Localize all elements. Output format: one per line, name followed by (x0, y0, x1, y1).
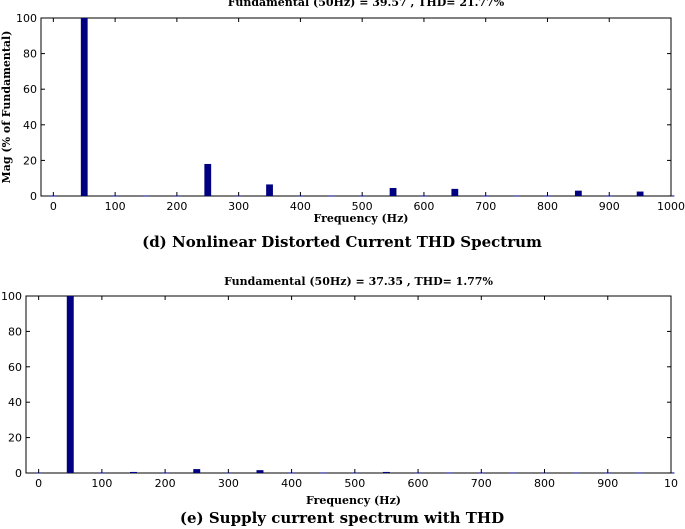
chart-d-xtick-label: 400 (290, 200, 311, 213)
chart-d-bar-850 (574, 190, 582, 196)
chart-e-xtick-label: 700 (471, 477, 492, 490)
chart-d-title: Fundamental (50Hz) = 39.57 , THD= 21.77% (228, 0, 505, 9)
chart-e: 0 100 200 300 400 500 600 700 800 900 100204060801… (1, 275, 678, 527)
chart-e-xtick-label: 0 (35, 477, 42, 490)
chart-e-plot-frame (25, 295, 672, 474)
chart-d-xtick-label: 900 (599, 200, 620, 213)
chart-d-xtick-label: 600 (413, 200, 434, 213)
chart-e-xlabel: Frequency (Hz) (306, 494, 401, 507)
chart-d-xlabel: Frequency (Hz) (313, 212, 408, 225)
chart-e-xtick-label: 300 (218, 477, 239, 490)
chart-d-bar-150 (142, 195, 150, 197)
chart-e-bar-250 (193, 469, 201, 473)
chart-d-bar-250 (204, 163, 212, 196)
chart-d: 0 100 200 300 400 500 600 700 800 900 1000 0 20 40 60 8… (0, 0, 685, 251)
chart-e-caption: (e) Supply current spectrum with THD (180, 509, 504, 527)
chart-d-xtick-label: 1000 (657, 200, 685, 213)
chart-e-xtick-label: 600 (408, 477, 429, 490)
chart-e-xtick-label: 10 (664, 477, 678, 490)
chart-e-bar-550 (382, 471, 390, 473)
chart-d-bar-950 (636, 191, 644, 196)
chart-e-bar-750 (509, 472, 517, 474)
chart-d-xtick-label: 300 (228, 200, 249, 213)
chart-d-xtick-label: 200 (166, 200, 187, 213)
chart-e-bar-450 (319, 472, 327, 474)
chart-e-bar-650 (446, 472, 454, 474)
chart-d-xtick-label: 700 (475, 200, 496, 213)
chart-d-ytick-label: 0 (30, 190, 37, 203)
chart-d-bar-650 (451, 188, 459, 196)
chart-e-xtick-label: 500 (344, 477, 365, 490)
chart-e-xtick-label: 200 (155, 477, 176, 490)
chart-e-bar-350 (256, 470, 264, 473)
chart-d-caption: (d) Nonlinear Distorted Current THD Spec… (142, 233, 542, 251)
chart-d-ytick-label: 20 (23, 154, 37, 167)
chart-e-bar-950 (635, 472, 643, 474)
chart-d-bar-450 (327, 195, 335, 197)
chart-e-xtick-label: 900 (597, 477, 618, 490)
chart-e-title: Fundamental (50Hz) = 37.35 , THD= 1.77% (224, 275, 493, 288)
chart-d-ytick-label: 80 (23, 48, 37, 61)
chart-d-xtick-label: 800 (537, 200, 558, 213)
chart-d-bar-350 (266, 184, 273, 196)
chart-e-ytick-label: 20 (8, 432, 22, 445)
chart-d-bar-50 (80, 18, 88, 196)
chart-e-bar-150 (130, 471, 137, 473)
chart-d-ytick-label: 100 (16, 12, 37, 25)
chart-d-xtick-label: 100 (105, 200, 126, 213)
chart-e-ytick-label: 60 (8, 361, 22, 374)
chart-e-bar-50 (66, 296, 74, 473)
chart-d-xtick-label: 500 (352, 200, 373, 213)
chart-d-xtick-label: 0 (50, 200, 57, 213)
chart-d-plot-frame (40, 17, 672, 197)
chart-e-ytick-label: 100 (1, 290, 22, 303)
chart-e-xtick-label: 400 (281, 477, 302, 490)
chart-e-ytick-label: 0 (15, 467, 22, 480)
chart-d-ytick-label: 40 (23, 119, 37, 132)
chart-e-bar-850 (572, 472, 580, 474)
chart-d-bar-750 (513, 195, 520, 197)
chart-e-xtick-label: 100 (91, 477, 112, 490)
chart-d-bar-550 (389, 187, 397, 196)
chart-d-ytick-label: 60 (23, 83, 37, 96)
chart-e-ytick-label: 80 (8, 325, 22, 338)
chart-e-xtick-label: 800 (534, 477, 555, 490)
chart-e-ytick-label: 40 (8, 396, 22, 409)
chart-d-ylabel: Mag (% of Fundamental) (0, 31, 13, 184)
